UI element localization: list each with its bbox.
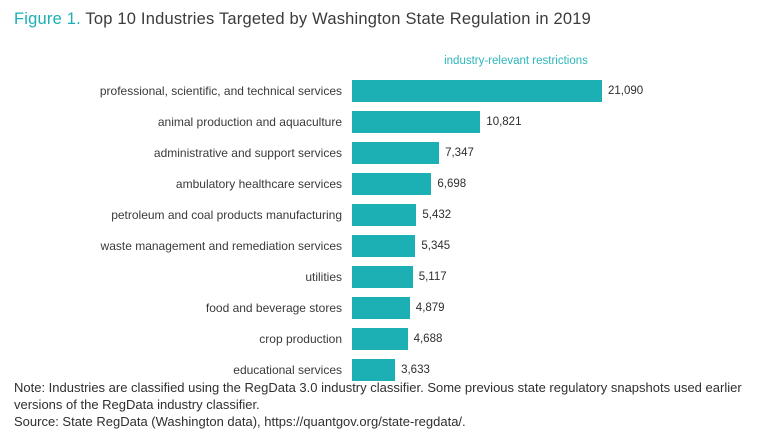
bar-track: 3,633 bbox=[352, 354, 754, 385]
bar bbox=[352, 234, 416, 257]
chart-row: animal production and aquaculture 10,821 bbox=[14, 106, 754, 137]
bar-track: 5,432 bbox=[352, 199, 754, 230]
category-label: professional, scientific, and technical … bbox=[99, 83, 342, 98]
figure-number: Figure 1. bbox=[14, 10, 81, 28]
bar-value-label: 7,347 bbox=[445, 146, 474, 159]
bar-value-label: 10,821 bbox=[486, 115, 522, 128]
bar bbox=[352, 141, 440, 164]
bar bbox=[352, 265, 413, 288]
figure-title: Figure 1. Top 10 Industries Targeted by … bbox=[14, 10, 754, 29]
category-label: educational services bbox=[233, 362, 342, 377]
chart-row: crop production 4,688 bbox=[14, 323, 754, 354]
bar-value-label: 21,090 bbox=[608, 84, 644, 97]
bar-track: 10,821 bbox=[352, 106, 754, 137]
bar-value-label: 5,117 bbox=[418, 270, 447, 283]
bar bbox=[352, 327, 408, 350]
bar-value-label: 4,879 bbox=[415, 301, 445, 314]
bar-value-label: 6,698 bbox=[437, 177, 467, 190]
x-axis-label: industry-relevant restrictions bbox=[444, 55, 588, 67]
source-text: Source: State RegData (Washington data),… bbox=[14, 413, 466, 429]
bar-chart: professional, scientific, and technical … bbox=[14, 75, 754, 385]
chart-row: administrative and support services 7,347 bbox=[14, 137, 754, 168]
category-label: utilities bbox=[305, 269, 342, 284]
category-label: administrative and support services bbox=[153, 145, 342, 160]
bar bbox=[352, 79, 602, 102]
category-label: ambulatory healthcare services bbox=[175, 176, 342, 191]
chart-row: petroleum and coal products manufacturin… bbox=[14, 199, 754, 230]
chart-row: professional, scientific, and technical … bbox=[14, 75, 754, 106]
bar-track: 5,345 bbox=[352, 230, 754, 261]
bar bbox=[352, 110, 481, 133]
chart-row: waste management and remediation service… bbox=[14, 230, 754, 261]
bar-track: 6,698 bbox=[352, 168, 754, 199]
bar bbox=[352, 172, 432, 195]
figure-title-text: Top 10 Industries Targeted by Washington… bbox=[80, 10, 591, 28]
bar-track: 4,688 bbox=[352, 323, 754, 354]
bar bbox=[352, 296, 410, 319]
category-label: waste management and remediation service… bbox=[100, 238, 342, 253]
note-text: Note: Industries are classified using th… bbox=[14, 379, 742, 412]
bar bbox=[352, 358, 396, 381]
bar-value-label: 4,688 bbox=[413, 332, 443, 345]
bar-value-label: 5,432 bbox=[422, 208, 452, 221]
chart-row: educational services 3,633 bbox=[14, 354, 754, 385]
bar-value-label: 3,633 bbox=[401, 363, 430, 376]
bar-track: 7,347 bbox=[352, 137, 754, 168]
chart-row: utilities 5,117 bbox=[14, 261, 754, 292]
figure-notes: Note: Industries are classified using th… bbox=[14, 379, 754, 430]
category-label: animal production and aquaculture bbox=[157, 114, 342, 129]
category-label: food and beverage stores bbox=[205, 300, 342, 315]
category-label: crop production bbox=[259, 331, 342, 346]
axis-label-row: industry-relevant restrictions bbox=[366, 51, 666, 69]
bar-track: 5,117 bbox=[352, 261, 754, 292]
bar-track: 21,090 bbox=[352, 75, 754, 106]
chart-row: ambulatory healthcare services 6,698 bbox=[14, 168, 754, 199]
bar-value-label: 5,345 bbox=[421, 239, 451, 252]
bar-track: 4,879 bbox=[352, 292, 754, 323]
category-label: petroleum and coal products manufacturin… bbox=[111, 207, 342, 222]
bar bbox=[352, 203, 417, 226]
chart-row: food and beverage stores 4,879 bbox=[14, 292, 754, 323]
